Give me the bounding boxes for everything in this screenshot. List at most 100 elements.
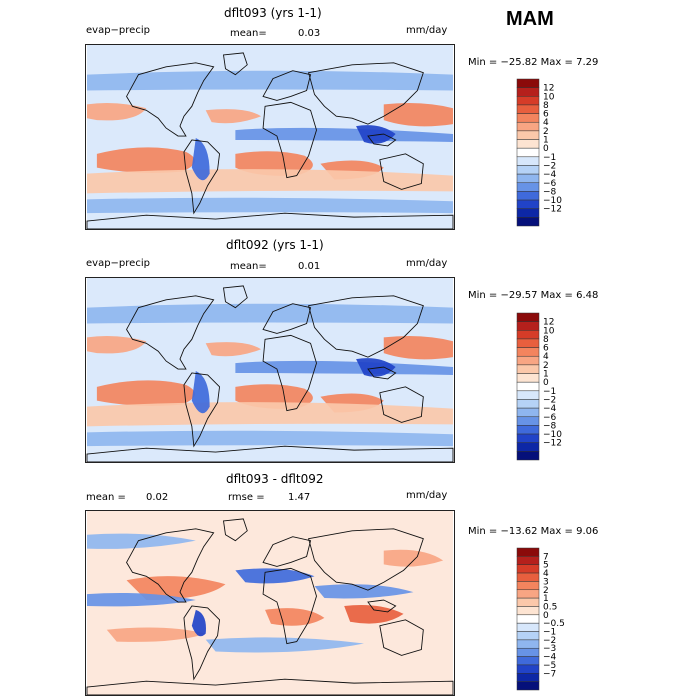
- coastline: [262, 536, 312, 567]
- coastline: [308, 62, 424, 125]
- colorbar-tick-label: −1: [543, 387, 556, 397]
- colorbar-swatch: [516, 639, 540, 649]
- colorbar-tick-label: 10: [543, 326, 555, 336]
- colorbar-swatch: [516, 589, 540, 599]
- colorbar-swatch: [516, 355, 540, 366]
- field-contour: [235, 568, 315, 584]
- colorbar-tick-label: 2: [543, 127, 549, 137]
- colorbar-tick-label: 1: [543, 594, 549, 604]
- field-contour: [86, 169, 454, 194]
- colorbar-swatch: [516, 139, 540, 149]
- colorbar-swatch: [516, 347, 540, 357]
- colorbar-tick-label: 2: [543, 586, 549, 596]
- colorbar-swatch: [516, 407, 540, 418]
- coastline: [308, 295, 424, 358]
- colorbar-tick-label: 6: [543, 110, 549, 120]
- colorbar-tick-label: −8: [543, 421, 557, 431]
- colorbar-tick-label: 1: [543, 136, 549, 146]
- panel-1-units: mm/day: [406, 25, 448, 36]
- colorbar-swatch: [516, 564, 540, 574]
- coastline: [379, 153, 424, 190]
- colorbar-tick-label: −7: [543, 669, 556, 679]
- colorbar-swatch: [516, 381, 540, 392]
- colorbar-swatch: [516, 96, 540, 106]
- field-contour: [356, 358, 396, 377]
- panel-3-rmse-value: 1.47: [288, 492, 311, 503]
- colorbar-swatch: [516, 208, 540, 218]
- colorbar-swatch: [516, 330, 540, 340]
- field-contour: [96, 147, 195, 173]
- colorbar-swatch: [516, 581, 540, 591]
- colorbar-tick-label: 12: [543, 318, 554, 328]
- colorbar-swatch: [516, 597, 540, 607]
- field-contour: [86, 402, 454, 427]
- field-contour: [86, 303, 454, 324]
- panel-3-rmse-label: rmse =: [228, 492, 265, 503]
- colorbar-tick-label: −10: [543, 430, 562, 440]
- panel-3-mean-label: mean =: [86, 492, 126, 503]
- panel-1-mean-value: 0.03: [298, 28, 321, 39]
- field-contour: [191, 370, 210, 414]
- coastline: [222, 518, 248, 542]
- colorbar-swatch: [516, 647, 540, 657]
- panel-2-mean-label: mean=: [230, 261, 267, 272]
- coastline: [367, 366, 397, 380]
- coastline: [86, 212, 454, 229]
- colorbar-swatch: [516, 442, 540, 452]
- colorbar-swatch: [516, 113, 540, 123]
- coastline: [367, 133, 397, 147]
- colorbar-swatch: [516, 606, 540, 616]
- field-contour: [235, 127, 454, 142]
- field-contour: [383, 549, 444, 567]
- field-contour: [86, 197, 454, 214]
- colorbar-swatch: [516, 173, 540, 184]
- coastline: [222, 285, 248, 309]
- colorbar-swatch: [516, 130, 540, 140]
- colorbar-swatch: [516, 165, 540, 175]
- panel-1-min-max: Min = −25.82 Max = 7.29: [468, 57, 599, 68]
- field-contour: [86, 592, 196, 607]
- colorbar-swatch: [516, 556, 540, 565]
- colorbar-swatch: [516, 104, 540, 114]
- coastline: [86, 678, 454, 695]
- panel-3-min-max: Min = −13.62 Max = 9.06: [468, 526, 599, 537]
- field-contour: [106, 627, 206, 642]
- colorbar-tick-label: −5: [543, 661, 556, 671]
- panel-2-map: [85, 277, 455, 463]
- field-contour: [314, 584, 414, 599]
- colorbar-tick-label: 4: [543, 118, 549, 128]
- colorbar-tick-label: −12: [543, 439, 562, 449]
- colorbar-tick-label: 7: [543, 552, 549, 562]
- coastline: [379, 386, 424, 423]
- colorbar-swatch: [516, 121, 540, 132]
- field-contour: [126, 576, 226, 601]
- colorbar-swatch: [516, 390, 540, 400]
- field-contour: [96, 380, 195, 406]
- panel-2-min-max: Min = −29.57 Max = 6.48: [468, 290, 599, 301]
- colorbar-swatch: [516, 373, 540, 383]
- colorbar-swatch: [516, 364, 540, 374]
- coastline: [126, 528, 215, 603]
- coastline: [379, 619, 424, 656]
- colorbar-swatch: [516, 572, 540, 582]
- panel-1-mean-label: mean=: [230, 28, 267, 39]
- colorbar-tick-label: −10: [543, 196, 562, 206]
- colorbar-swatch: [516, 156, 540, 166]
- colorbar-tick-label: 3: [543, 577, 549, 587]
- field-contour: [191, 137, 210, 181]
- colorbar-swatch: [516, 631, 540, 641]
- coastline: [126, 295, 215, 370]
- colorbar-swatch: [516, 673, 540, 682]
- panel-3-map: [85, 510, 455, 696]
- colorbar-tick-label: −4: [543, 170, 557, 180]
- coastline: [183, 139, 221, 215]
- colorbar-tick-label: −12: [543, 205, 562, 215]
- field-contour: [191, 609, 206, 637]
- colorbar-tick-label: −4: [543, 404, 557, 414]
- colorbar-swatch: [516, 399, 540, 409]
- field-contour: [344, 604, 404, 624]
- colorbar-tick-label: −8: [543, 187, 557, 197]
- colorbar-tick-label: 10: [543, 92, 555, 102]
- field-contour: [86, 103, 147, 121]
